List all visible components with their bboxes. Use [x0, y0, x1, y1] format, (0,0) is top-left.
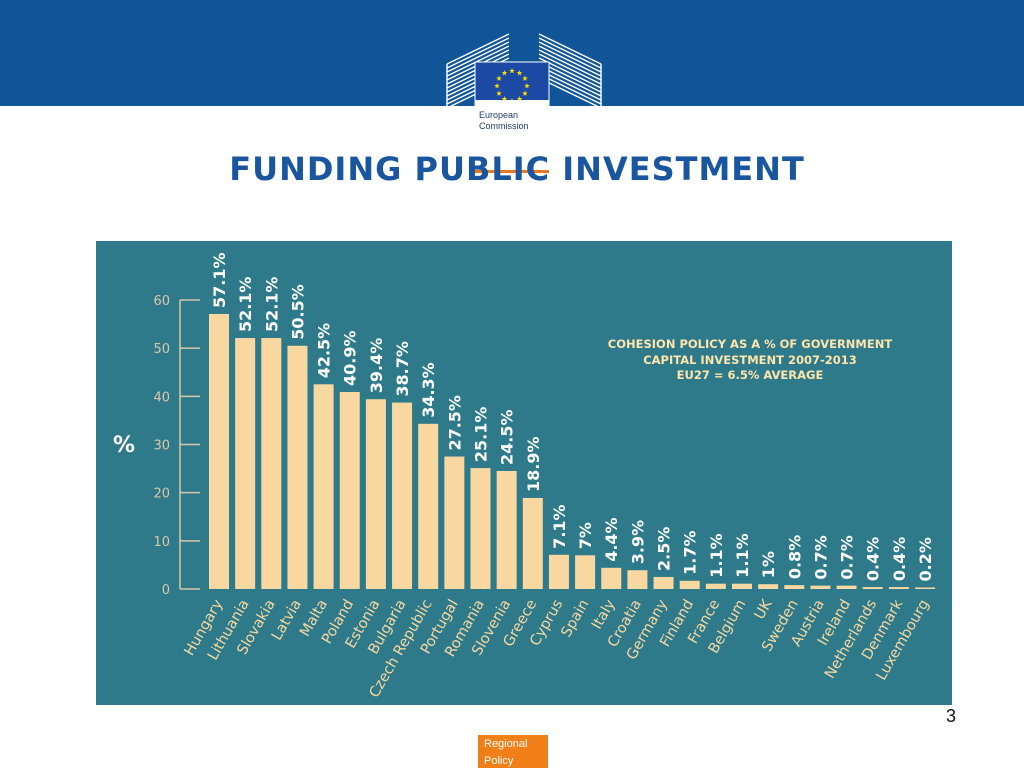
value-label: 57.1% — [210, 252, 229, 308]
logo-line-1: European — [479, 110, 519, 120]
value-label: 2.5% — [655, 527, 674, 571]
bar-italy — [601, 567, 622, 589]
value-label: 7.1% — [550, 504, 569, 548]
bar-hungary — [209, 313, 229, 589]
y-tick-label: 40 — [153, 390, 170, 405]
eu-star-icon — [524, 83, 530, 89]
european-commission-logo: European Commission — [443, 28, 605, 173]
bar-ireland — [836, 585, 857, 589]
page-title: FUNDING PUBLIC INVESTMENT — [229, 150, 805, 188]
annotation-line-2: CAPITAL INVESTMENT 2007-2013 — [643, 352, 857, 367]
chart-panel: 0 10 20 30 40 50 60% 57.1% 52.1% 52.1% 50.5% 42.5%… — [96, 241, 952, 705]
page-number: 3 — [946, 706, 957, 726]
y-tick-label: 30 — [153, 439, 170, 454]
value-label: 52.1% — [236, 277, 255, 333]
value-label: 1% — [759, 551, 778, 578]
y-axis: 0 10 20 30 40 50 60% — [113, 294, 200, 598]
value-label: 34.3% — [419, 362, 438, 418]
chart-annotation: COHESION POLICY AS A % OF GOVERNMENT CAP… — [580, 337, 920, 384]
value-label: 0.7% — [811, 535, 830, 579]
value-label: 0.7% — [838, 535, 857, 579]
bar-belgium — [732, 583, 752, 589]
annotation-line-1: COHESION POLICY AS A % OF GOVERNMENT — [607, 337, 893, 351]
footer-label-1: Regional — [484, 738, 528, 750]
category-label: UK — [752, 597, 776, 623]
value-label: 27.5% — [445, 395, 464, 451]
eu-star-icon — [501, 70, 508, 76]
value-label: 1.1% — [707, 533, 726, 577]
bar-slovenia — [496, 470, 517, 589]
bar-spain — [575, 555, 596, 589]
bar-portugal — [444, 456, 465, 589]
bar-france — [705, 583, 726, 589]
bar-austria — [810, 585, 831, 589]
value-label: 0.2% — [916, 537, 935, 581]
value-label: 38.7% — [393, 341, 412, 397]
bar-estonia — [365, 399, 386, 589]
value-label: 24.5% — [498, 409, 517, 465]
bar-czech-republic — [418, 423, 439, 589]
value-label: 39.4% — [367, 338, 386, 394]
eu-star-icon — [496, 75, 502, 81]
eu-star-icon — [516, 70, 523, 76]
value-label: 18.9% — [524, 436, 543, 492]
bar-luxembourg — [915, 587, 936, 589]
bar-greece — [522, 497, 543, 589]
bar-croatia — [627, 570, 648, 589]
eu-star-icon — [496, 90, 502, 96]
bar-sweden — [784, 585, 805, 589]
value-label: 4.4% — [602, 517, 621, 561]
eu-star-icon — [522, 75, 528, 81]
value-label: 1.7% — [681, 530, 700, 574]
bar-uk — [758, 584, 779, 589]
logo-wordmark: European Commission — [479, 110, 529, 132]
y-tick-label: 20 — [153, 487, 170, 502]
y-tick-label: 0 — [162, 583, 170, 598]
annotation-line-3: EU27 = 6.5% AVERAGE — [676, 368, 824, 382]
bar-netherlands — [862, 587, 883, 589]
value-label: 0.8% — [785, 535, 804, 579]
bar-poland — [339, 391, 360, 589]
category-labels-group: HungaryLithuaniaSlovakiaLatviaMaltaPolan… — [182, 596, 933, 700]
bar-romania — [470, 468, 491, 589]
value-label: 50.5% — [288, 284, 307, 340]
value-label: 0.4% — [890, 537, 909, 581]
value-label: 1.1% — [733, 533, 752, 577]
value-label: 7% — [576, 522, 595, 549]
bar-slovakia — [261, 338, 282, 589]
value-label: 42.5% — [315, 323, 334, 379]
eu-star-icon — [516, 95, 523, 102]
y-tick-label: 10 — [153, 535, 170, 550]
value-label: 0.4% — [864, 537, 883, 581]
bar-latvia — [287, 345, 308, 589]
value-labels-group: 57.1% 52.1% 52.1% 50.5% 42.5% 40.9% 39.4% 38.7%… — [210, 252, 935, 581]
bar-germany — [653, 576, 674, 589]
value-label: 52.1% — [262, 277, 281, 333]
y-axis-label: % — [113, 433, 135, 458]
bar-cyprus — [548, 554, 569, 589]
footer-tab-regional-policy: Regional Policy — [478, 735, 548, 768]
y-tick-label: 60 — [153, 294, 170, 309]
value-label: 25.1% — [472, 407, 491, 463]
eu-star-icon — [509, 68, 515, 74]
footer-label-2: Policy — [484, 755, 514, 767]
logo-line-2: Commission — [479, 121, 529, 131]
bar-malta — [313, 384, 334, 589]
bar-lithuania — [235, 338, 256, 589]
eu-star-icon — [494, 83, 500, 89]
logo-panel — [475, 100, 549, 173]
eu-star-icon — [501, 95, 508, 102]
bar-finland — [679, 580, 700, 589]
bar-bulgaria — [392, 402, 413, 589]
bar-denmark — [888, 587, 909, 589]
eu-star-icon — [522, 90, 528, 96]
bar-chart: 0 10 20 30 40 50 60% 57.1% 52.1% 52.1% 50.5% 42.5%… — [113, 252, 936, 701]
bars-group — [209, 313, 936, 589]
value-label: 3.9% — [628, 520, 647, 564]
value-label: 40.9% — [341, 330, 360, 386]
y-tick-label: 50 — [153, 342, 170, 357]
